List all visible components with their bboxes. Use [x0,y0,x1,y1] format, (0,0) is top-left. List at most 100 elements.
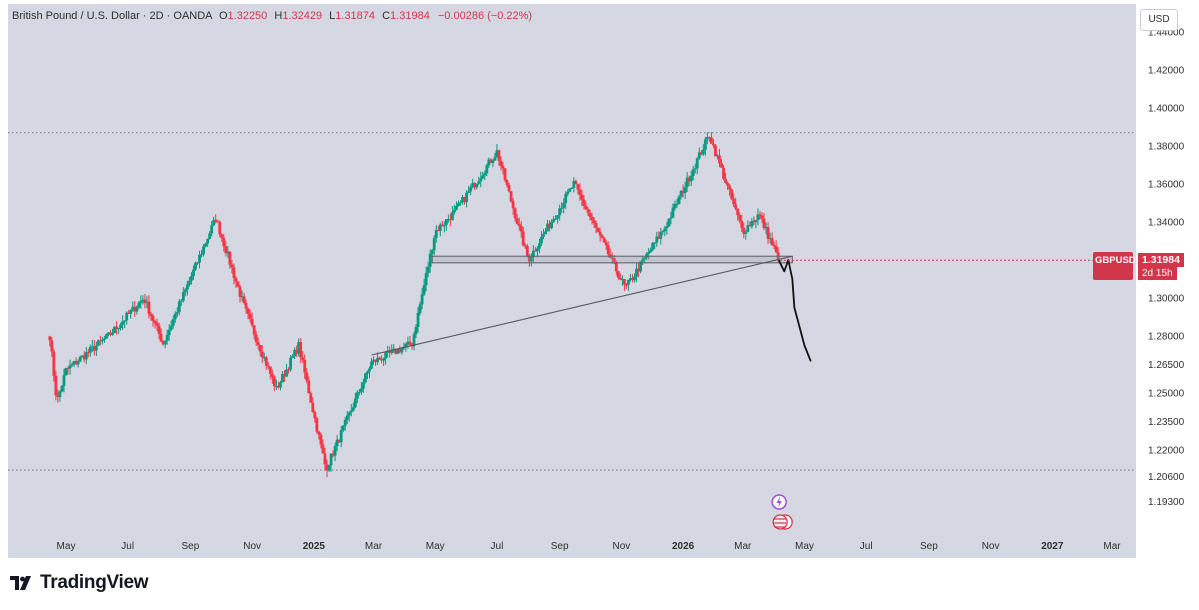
candle-body [574,180,578,185]
candle-body [422,285,426,295]
candle-body [645,253,649,258]
candle-body [252,325,256,335]
candle-body [683,187,687,194]
candle-body [699,152,703,155]
trendline [371,255,793,356]
candle-body [471,183,475,188]
candle-body [655,236,659,243]
candle-body [697,152,701,159]
candle-body [141,299,145,302]
currency-button[interactable]: USD [1140,9,1178,31]
candle-body [359,388,363,392]
candle-body [760,215,764,219]
candle-body [289,357,292,370]
candle-body [477,181,481,184]
x-tick-label: Jul [491,541,504,552]
close-label: C [382,10,391,22]
candle-body [157,325,161,334]
candle-body [691,169,695,176]
candle-body [149,313,153,316]
candle-body [319,434,323,445]
candle-body [362,382,365,389]
candle-body [663,228,667,232]
candle-body [378,357,381,360]
candle-body [86,352,90,354]
candle-body [139,301,143,303]
candle-body [436,230,440,232]
candle-body [453,209,456,213]
candle-body [123,320,127,322]
candle-body [485,165,489,174]
candle-body [339,430,343,443]
candle-body [554,218,558,220]
candle-body [584,205,588,210]
candle-body [758,214,762,216]
x-tick-label: May [57,541,76,552]
candle-body [372,359,375,362]
candle-body [629,278,632,280]
candle-body [366,371,369,374]
candle-body [80,355,84,358]
candle-body [165,335,169,341]
y-tick-label: 1.23500 [1148,417,1185,428]
candle-body [705,137,709,140]
support-zone-box [431,255,793,264]
candle-body [236,281,240,287]
chart-pane[interactable] [8,4,1136,558]
price-chart[interactable]: 1.44000 1.42000 1.40000 1.38000 1.36000 1.340… [0,0,1199,560]
candle-body [489,159,493,164]
x-tick-label: 2026 [672,541,695,552]
candle-body [179,300,183,302]
candle-body [503,168,507,181]
candle-body [637,268,640,272]
candle-body [483,173,487,176]
candle-body [408,341,412,345]
candle-body [459,202,462,204]
candle-body [175,312,179,314]
candle-body [657,236,661,239]
candle-body [230,264,234,268]
candle-body [414,326,418,335]
candle-body [667,218,671,227]
candle-body [712,143,715,146]
candle-body [72,360,76,365]
drawn-projection-path [778,259,812,362]
candle-body [570,187,574,189]
candle-body [562,203,566,208]
candle-body [432,238,436,251]
candle-body [730,189,734,199]
x-tick-label: Mar [1103,541,1121,552]
candle-body [481,175,485,179]
candle-body [511,201,515,209]
candle-body [349,410,353,413]
candle-body [475,183,479,188]
candle-body [710,137,713,144]
candle-body [491,160,495,164]
y-tick-label: 1.42000 [1148,66,1185,77]
candle-body [368,368,371,372]
candle-body [734,204,738,209]
candle-body [586,209,590,213]
candle-body [531,250,535,258]
candle-body [633,276,636,281]
candle-body [262,357,266,359]
candle-body [726,183,729,186]
candle-body [732,198,736,205]
candle-body [479,178,483,182]
candle-body [317,431,321,435]
candle-body [687,177,691,182]
candle-body [351,407,355,411]
candle-body [347,412,351,416]
candle-body [242,296,246,303]
x-tick-label: Sep [551,541,569,552]
candle-body [315,418,319,432]
candle-body [291,356,294,358]
candle-body [92,346,96,351]
candle-body [643,257,647,260]
candle-body [119,324,123,329]
candle-body [394,348,398,354]
candle-body [594,223,598,228]
candle-body [596,227,600,233]
candle-body [742,227,746,234]
candle-body [388,350,392,353]
